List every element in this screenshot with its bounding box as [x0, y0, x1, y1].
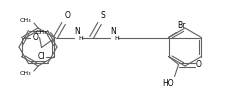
- Text: HO: HO: [162, 78, 174, 87]
- Text: CH₃: CH₃: [19, 18, 31, 23]
- Text: Br: Br: [178, 22, 186, 30]
- Text: N: N: [75, 26, 80, 36]
- Text: N: N: [111, 26, 116, 36]
- Text: CH₃: CH₃: [36, 30, 47, 35]
- Text: CH₃: CH₃: [19, 71, 31, 76]
- Text: O: O: [65, 12, 70, 20]
- Text: H: H: [79, 36, 83, 42]
- Text: Cl: Cl: [38, 52, 45, 61]
- Text: O: O: [196, 60, 201, 69]
- Text: O: O: [32, 33, 38, 42]
- Text: H: H: [114, 36, 119, 42]
- Text: S: S: [100, 12, 105, 20]
